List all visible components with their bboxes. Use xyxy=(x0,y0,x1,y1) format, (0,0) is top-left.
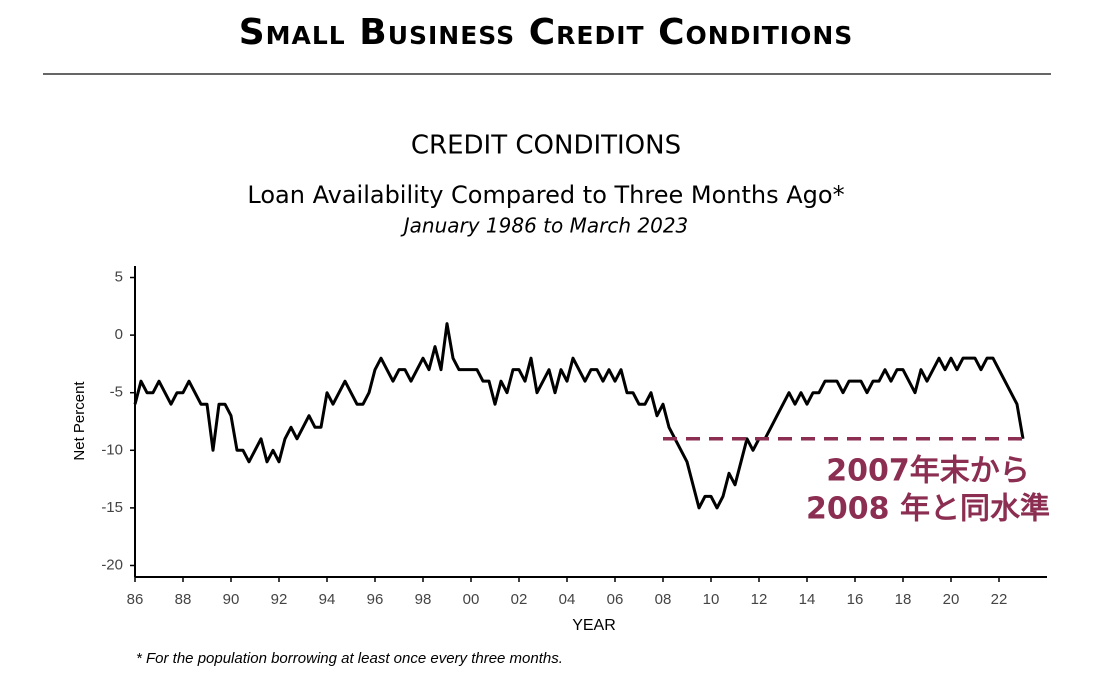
chart-title: CREDIT CONDITIONS xyxy=(411,131,681,161)
x-tick-label: 08 xyxy=(655,591,672,608)
x-tick-label: 02 xyxy=(511,591,528,608)
x-axis-label: YEAR xyxy=(572,617,616,634)
y-tick-label: 0 xyxy=(115,326,123,343)
x-tick-label: 90 xyxy=(223,591,240,608)
data-line xyxy=(133,322,1025,510)
y-tick-label: -15 xyxy=(101,499,123,516)
x-tick-label: 06 xyxy=(607,591,624,608)
y-tick-label: -20 xyxy=(101,556,123,573)
x-tick-label: 18 xyxy=(895,591,912,608)
x-tick-label: 86 xyxy=(127,591,144,608)
x-tick-label: 94 xyxy=(319,591,336,608)
x-tick-label: 00 xyxy=(463,591,480,608)
annotation: 2007年末から xyxy=(826,454,1030,489)
date-range: January 1986 to March 2023 xyxy=(400,214,689,238)
x-tick-label: 98 xyxy=(415,591,432,608)
x-tick-label: 20 xyxy=(943,591,960,608)
page-title: Small Business Credit Conditions xyxy=(239,12,854,53)
x-tick-label: 96 xyxy=(367,591,384,608)
y-axis-label: Net Percent xyxy=(71,381,88,461)
annotation: 2008 年と同水準 xyxy=(806,492,1050,527)
chart-subtitle: Loan Availability Compared to Three Mont… xyxy=(247,181,844,209)
y-tick-label: 5 xyxy=(115,268,123,285)
x-tick-label: 12 xyxy=(751,591,768,608)
x-tick-label: 14 xyxy=(799,591,816,608)
x-tick-label: 04 xyxy=(559,591,576,608)
footnote: * For the population borrowing at least … xyxy=(136,650,563,667)
x-tick-label: 22 xyxy=(991,591,1008,608)
y-tick-label: -5 xyxy=(110,384,123,401)
y-tick-label: -10 xyxy=(101,441,123,458)
x-tick-label: 10 xyxy=(703,591,720,608)
x-tick-label: 88 xyxy=(175,591,192,608)
x-tick-label: 92 xyxy=(271,591,288,608)
x-tick-label: 16 xyxy=(847,591,864,608)
